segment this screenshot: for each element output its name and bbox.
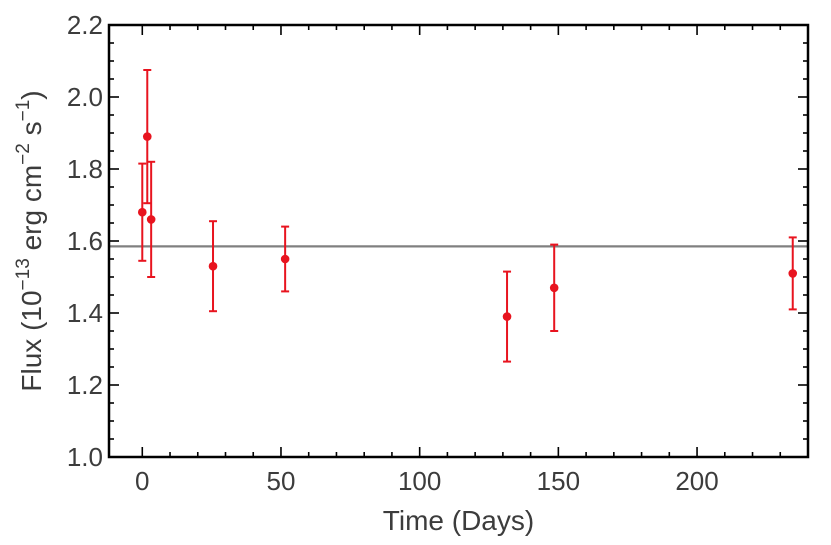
data-point — [208, 261, 218, 271]
y-tick-label: 1.0 — [67, 442, 103, 472]
y-axis-title: Flux (10−13 erg cm−2 s−1) — [13, 90, 47, 391]
x-tick-label: 50 — [267, 466, 296, 496]
x-axis-title: Time (Days) — [383, 505, 534, 536]
x-tick-label: 200 — [675, 466, 718, 496]
y-tick-label: 2.2 — [67, 10, 103, 40]
y-tick-label: 1.6 — [67, 226, 103, 256]
y-tick-labels: 1.0 1.2 1.4 1.6 1.8 2.0 2.2 — [67, 10, 103, 472]
x-tick-labels: 0 50 100 150 200 — [135, 466, 719, 496]
plot-frame — [107, 23, 810, 459]
data-points — [137, 132, 798, 321]
data-point — [788, 269, 798, 278]
x-tick-label: 150 — [537, 466, 580, 496]
data-point — [146, 215, 156, 224]
data-point — [502, 312, 512, 321]
error-bars — [138, 69, 797, 363]
data-point — [549, 283, 559, 293]
data-point — [137, 207, 147, 217]
data-point — [280, 254, 290, 264]
y-tick-label: 1.4 — [67, 298, 103, 328]
y-tick-label: 1.2 — [67, 370, 103, 400]
y-tick-label: 2.0 — [67, 82, 103, 112]
x-tick-label: 100 — [398, 466, 441, 496]
y-tick-label: 1.8 — [67, 154, 103, 184]
data-point — [142, 132, 152, 141]
x-tick-label: 0 — [135, 466, 149, 496]
